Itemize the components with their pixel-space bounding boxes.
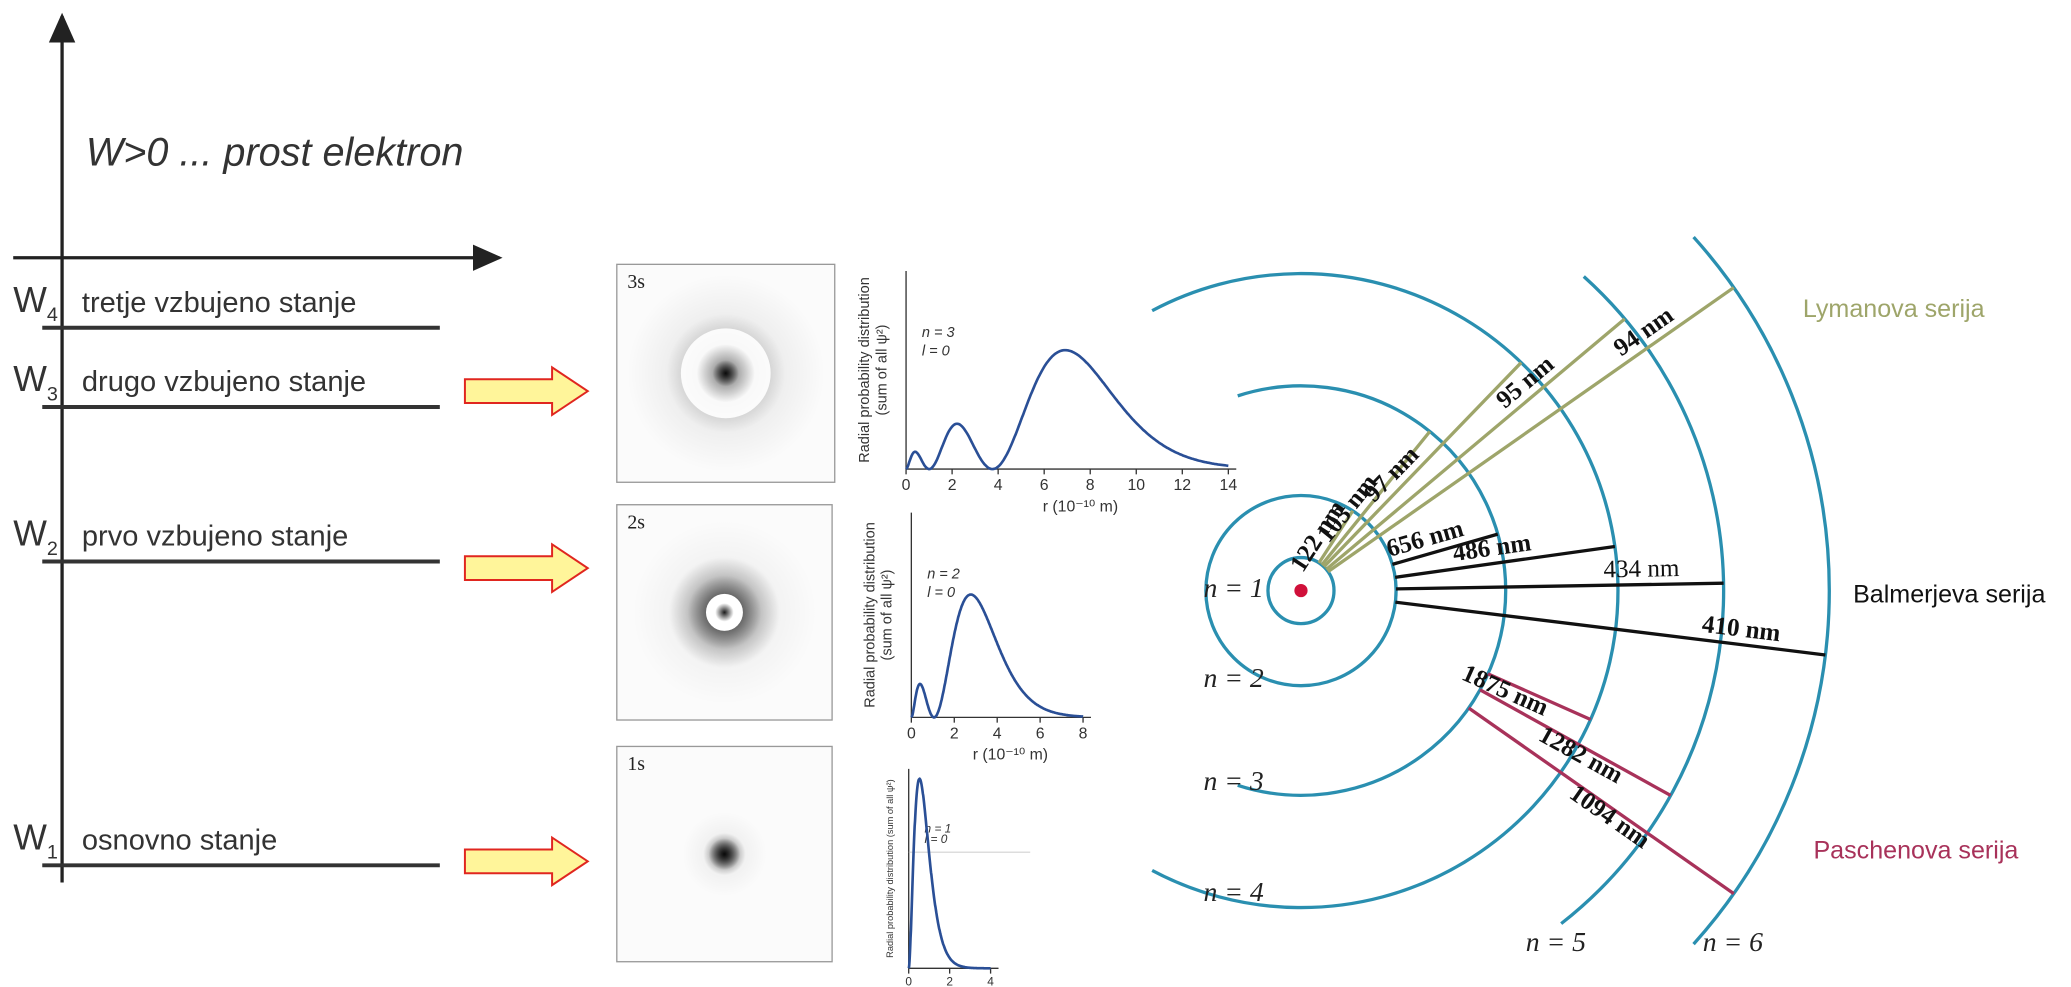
- plot-y-label: (sum of all ψ²): [880, 570, 896, 661]
- electron-cloud: [709, 838, 741, 870]
- plot-y-label: Radial probability distribution (sum of …: [885, 779, 895, 958]
- level-symbol: W1: [13, 817, 58, 863]
- electron-cloud: [715, 603, 733, 621]
- plot-tick-label: 2: [946, 974, 953, 987]
- level-symbol: W4: [13, 280, 58, 326]
- transition-line: [1396, 583, 1724, 589]
- plot-tick-label: 4: [994, 477, 1003, 494]
- level-symbol-letter: W: [13, 280, 47, 320]
- shell-label: n = 2: [1203, 662, 1263, 693]
- orbitals: 3s 0 2 4 6 8 10 12 14 r (10⁻¹⁰ m) Radial probabili…: [617, 264, 1238, 987]
- plot-tick-label: 0: [905, 974, 912, 987]
- quantum-l: l = 0: [922, 343, 950, 359]
- orbital-name: 3s: [627, 271, 645, 293]
- level-index: 2: [47, 538, 58, 560]
- level-label: prvo vzbujeno stanje: [82, 521, 348, 553]
- orbit: [1238, 386, 1506, 795]
- plot-tick-label: 8: [1079, 726, 1088, 743]
- level-label: osnovno stanje: [82, 824, 277, 856]
- quantum-l: l = 0: [927, 585, 955, 601]
- plot-y-label: Radial probability distribution: [862, 522, 878, 708]
- plot-tick-label: 0: [902, 477, 911, 494]
- page: W>0 ... prost elektron W4tretje vzbujeno…: [0, 0, 2071, 987]
- pointer-arrow: [465, 544, 588, 592]
- plot-y-label: (sum of all ψ²): [874, 325, 890, 416]
- shell-label: n = 4: [1203, 876, 1263, 907]
- nucleus: [1294, 584, 1307, 597]
- quantum-n: n = 3: [922, 325, 955, 341]
- plot-x-label: r (10⁻¹⁰ m): [973, 747, 1048, 764]
- plot-x-label: r (10⁻¹⁰ m): [1043, 498, 1118, 515]
- wavelength-label: 1094 nm: [1565, 780, 1655, 855]
- plot-tick-label: 0: [907, 726, 916, 743]
- level-symbol-letter: W: [13, 359, 47, 399]
- pointer-arrow: [465, 367, 588, 415]
- shell-label: n = 6: [1703, 926, 1763, 957]
- shell-label: n = 1: [1203, 572, 1263, 603]
- plot-tick-label: 14: [1220, 477, 1238, 494]
- level-label: tretje vzbujeno stanje: [82, 287, 357, 319]
- series-name: Lymanova serija: [1803, 295, 1985, 323]
- level-index: 3: [47, 383, 58, 405]
- electron-cloud: [713, 360, 739, 386]
- level-index: 1: [47, 842, 58, 864]
- orbit: [1694, 237, 1830, 944]
- level-label: drugo vzbujeno stanje: [82, 366, 366, 398]
- radial-curve: [906, 350, 1228, 469]
- plot-tick-label: 4: [987, 974, 994, 987]
- plot-tick-label: 6: [1036, 726, 1045, 743]
- plot-tick-label: 12: [1173, 477, 1191, 494]
- level-symbol-letter: W: [13, 514, 47, 554]
- level-symbol: W3: [13, 359, 58, 405]
- transition-line: [1328, 288, 1734, 572]
- level-symbol-letter: W: [13, 817, 47, 857]
- plot-tick-label: 4: [993, 726, 1002, 743]
- pointer-arrow: [465, 838, 588, 886]
- quantum-n: n = 2: [927, 567, 960, 583]
- plot-tick-label: 10: [1127, 477, 1145, 494]
- series-name: Balmerjeva serija: [1853, 580, 2045, 608]
- level-symbol: W2: [13, 514, 58, 560]
- radial-curve: [911, 595, 1083, 718]
- free-electron-title: W>0 ... prost elektron: [86, 130, 464, 174]
- plot-y-label: Radial probability distribution: [857, 277, 873, 463]
- plot-tick-label: 2: [948, 477, 957, 494]
- radial-curve: [909, 779, 991, 969]
- transition-line: [1326, 319, 1624, 569]
- plot-tick-label: 2: [950, 726, 959, 743]
- orbital-name: 2s: [627, 512, 645, 534]
- shell-label: n = 3: [1203, 765, 1263, 796]
- orbital-name: 1s: [627, 753, 645, 775]
- wavelength-label: 434 nm: [1603, 555, 1680, 583]
- level-index: 4: [47, 304, 58, 326]
- shell-label: n = 5: [1526, 926, 1586, 957]
- plot-tick-label: 6: [1040, 477, 1049, 494]
- series-name: Paschenova serija: [1813, 837, 2018, 865]
- plot-tick-label: 8: [1086, 477, 1095, 494]
